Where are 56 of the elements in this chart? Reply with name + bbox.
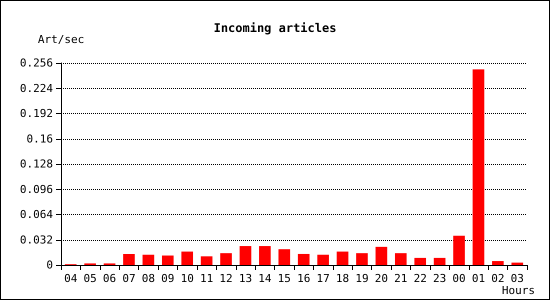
chart-title: Incoming articles xyxy=(214,21,336,35)
x-tick-label: 14 xyxy=(258,272,272,285)
bar xyxy=(240,246,252,265)
y-tick-label: 0.096 xyxy=(20,182,53,196)
y-tick-label: 0.192 xyxy=(20,107,53,120)
y-tick-label: 0.064 xyxy=(20,208,54,221)
x-tick-label: 18 xyxy=(336,272,350,285)
x-tick-label: 05 xyxy=(84,272,97,285)
x-tick-label: 20 xyxy=(374,272,388,285)
x-tick-label: 10 xyxy=(180,272,194,285)
bar xyxy=(123,254,135,265)
bar xyxy=(434,258,446,265)
y-tick-label: 0.256 xyxy=(20,56,53,70)
x-tick-label: 21 xyxy=(394,272,408,285)
y-tick-label: 0.16 xyxy=(26,132,53,146)
x-tick-label: 08 xyxy=(142,272,155,285)
x-tick-label: 17 xyxy=(316,272,330,285)
bar xyxy=(298,254,310,265)
x-tick-label: 22 xyxy=(414,272,427,285)
bar xyxy=(162,256,174,265)
x-tick-label: 16 xyxy=(297,272,310,285)
bar xyxy=(492,261,504,265)
x-tick-label: 06 xyxy=(102,272,116,285)
bar xyxy=(259,246,271,265)
x-tick-label: 01 xyxy=(472,272,486,285)
y-axis-title: Art/sec xyxy=(38,33,84,46)
bar xyxy=(376,246,388,265)
x-tick-label: 03 xyxy=(510,272,524,285)
y-tick-label: 0.128 xyxy=(20,158,53,170)
x-tick-label: 13 xyxy=(238,272,252,285)
bar xyxy=(200,256,212,265)
y-tick-label: 0 xyxy=(46,258,53,272)
bar xyxy=(220,253,232,265)
x-axis-title: Hours xyxy=(502,284,536,297)
bar xyxy=(278,249,290,265)
x-tick-label: 15 xyxy=(278,272,291,285)
x-tick-label: 07 xyxy=(122,272,136,285)
x-tick-label: 19 xyxy=(355,272,369,285)
x-tick-label: 23 xyxy=(433,272,446,285)
bar xyxy=(181,252,194,265)
x-tick-label: 09 xyxy=(161,272,174,285)
bar xyxy=(317,254,329,265)
y-tick-label: 0.032 xyxy=(20,233,53,246)
bar xyxy=(394,253,407,265)
y-tick-label: 0.224 xyxy=(20,82,54,95)
bar xyxy=(414,258,426,265)
bar xyxy=(356,253,368,265)
x-tick-label: 12 xyxy=(219,272,233,285)
x-tick-label: 04 xyxy=(64,272,78,285)
bar xyxy=(142,254,154,265)
bar xyxy=(336,252,348,265)
bar xyxy=(472,69,484,265)
x-tick-label: 00 xyxy=(452,272,466,285)
x-tick-label: 11 xyxy=(200,272,214,285)
x-tick-label: 02 xyxy=(491,272,504,285)
bar xyxy=(453,236,465,265)
